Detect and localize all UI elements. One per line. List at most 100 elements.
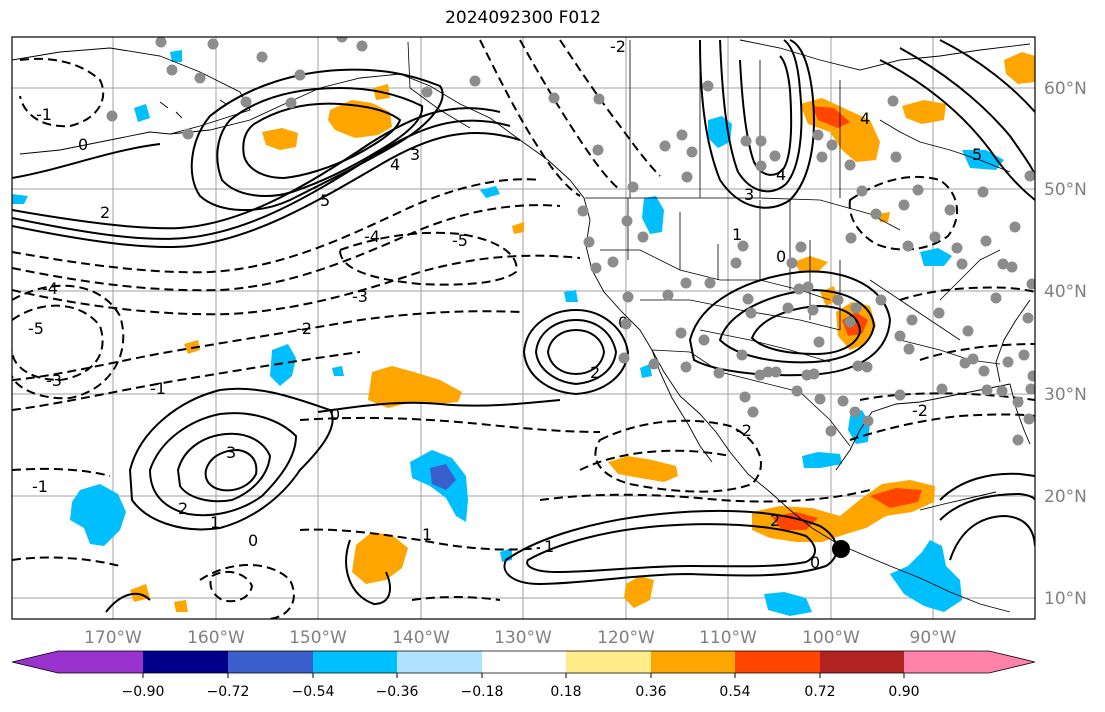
contour-label: 3: [226, 443, 236, 462]
contour-positive-jet-3: [12, 131, 521, 248]
station-marker: [814, 393, 826, 405]
station-marker: [577, 205, 589, 217]
contour-label: -1: [32, 477, 48, 496]
station-marker: [704, 277, 716, 289]
station-marker: [812, 129, 824, 141]
coastline-gulf: [835, 383, 1011, 471]
contour-negative-pacific-nw-3: [559, 39, 661, 177]
contour-positive-zero-line: [12, 143, 561, 413]
lon-label-120w: 120°W: [597, 628, 655, 648]
colorbar-segment: [735, 651, 820, 673]
contour-label: -5: [452, 231, 468, 250]
lat-label-40n: 40°N: [1044, 282, 1087, 302]
station-marker: [852, 360, 864, 372]
contour-positive-rockies-trough-2: [719, 39, 803, 193]
border-alaska-canada: [407, 41, 471, 129]
colorbar-extend-low: [12, 651, 58, 673]
shade-blue-gulf-coast: [802, 452, 842, 468]
shaded-anomaly-field: [12, 50, 1035, 616]
shade-orange-south-mex: [624, 576, 654, 608]
lon-label-110w: 110°W: [699, 628, 757, 648]
colorbar-tick-label: 0.36: [635, 684, 666, 700]
contour-lines: [12, 39, 1035, 613]
station-marker: [844, 316, 856, 328]
station-marker: [336, 37, 348, 43]
colorbar-segment: [566, 651, 651, 673]
contour-label: 2: [590, 363, 600, 382]
contour-label: 2: [770, 511, 780, 530]
shade-blue-great-lakes: [920, 248, 952, 266]
contour-label: 1: [210, 513, 220, 532]
contour-positive-subtropical-high-4: [204, 448, 258, 492]
contour-positive-cutoff-2: [534, 318, 618, 386]
station-marker: [637, 231, 649, 243]
lat-label-10n: 10°N: [1044, 589, 1087, 609]
shade-orange-small-pac-2: [130, 584, 150, 602]
shade-blue-ocean-small-3: [564, 290, 578, 302]
tropical-cyclone-marker: [832, 540, 850, 558]
shade-orange-small-2: [512, 222, 524, 234]
contour-negative-north-pacific: [12, 178, 541, 274]
contour-positive-northeast-3: [939, 39, 1035, 113]
border-states-3: [869, 249, 1001, 365]
station-marker: [1012, 396, 1024, 408]
station-marker: [285, 97, 297, 109]
station-marker: [742, 293, 754, 305]
latitude-labels: 60°N 50°N 40°N 30°N 20°N 10°N: [1044, 79, 1087, 609]
station-markers: [106, 37, 1035, 446]
shade-blue-ocean-small-5: [12, 194, 28, 204]
station-marker: [648, 358, 660, 370]
contour-negative-north-pacific-4: [338, 231, 518, 286]
contour-label: -2: [912, 401, 928, 420]
station-marker: [739, 391, 751, 403]
station-marker: [906, 314, 918, 326]
contour-label: -4: [364, 227, 380, 246]
shade-blue-ocean-small: [480, 186, 500, 198]
station-marker: [207, 38, 219, 50]
colorbar-tick-label: 0.72: [804, 684, 835, 700]
map-frame: [11, 36, 1036, 620]
station-marker: [702, 80, 714, 92]
lat-label-50n: 50°N: [1044, 180, 1087, 200]
contour-negative-mexico: [594, 419, 762, 493]
colorbar-tick-label: −0.18: [461, 684, 504, 700]
lon-label-150w: 150°W: [289, 628, 347, 648]
station-marker: [802, 281, 814, 293]
lon-label-160w: 160°W: [187, 628, 245, 648]
station-marker: [845, 232, 857, 244]
shade-orange-small-pac-3: [174, 600, 188, 612]
contour-label: 3: [744, 185, 754, 204]
station-marker: [1012, 434, 1024, 446]
shade-blue-ocean-small-2: [332, 366, 344, 376]
colorbar-segment: [482, 651, 566, 673]
contour-label: 4: [390, 155, 400, 174]
colorbar-extend-high: [989, 651, 1035, 673]
station-marker: [592, 144, 604, 156]
station-marker: [1023, 413, 1035, 425]
coastline-east: [995, 299, 1031, 383]
station-marker: [607, 256, 619, 268]
station-marker: [662, 289, 674, 301]
lon-label-130w: 130°W: [494, 628, 552, 648]
station-marker: [936, 383, 948, 395]
contour-negative-pacific-nw-2: [519, 39, 621, 191]
contour-negative-zero-south: [12, 467, 541, 551]
colorbar-segment: [228, 651, 313, 673]
station-marker: [997, 258, 1009, 270]
station-marker: [807, 304, 819, 316]
station-marker: [977, 186, 989, 198]
station-marker: [256, 51, 268, 63]
contour-negative-eastern-us: [899, 286, 1035, 361]
colorbar-segment: [397, 651, 482, 673]
station-marker: [890, 151, 902, 163]
contour-label: 1: [544, 537, 554, 556]
lat-label-60n: 60°N: [1044, 79, 1087, 99]
station-marker: [240, 96, 252, 108]
station-marker: [621, 215, 633, 227]
shade-orange-hudson: [902, 100, 946, 124]
colorbar-segment: [313, 651, 397, 673]
shade-blue-south-pacific-west: [70, 484, 126, 546]
station-marker: [898, 199, 910, 211]
station-marker: [675, 327, 687, 339]
